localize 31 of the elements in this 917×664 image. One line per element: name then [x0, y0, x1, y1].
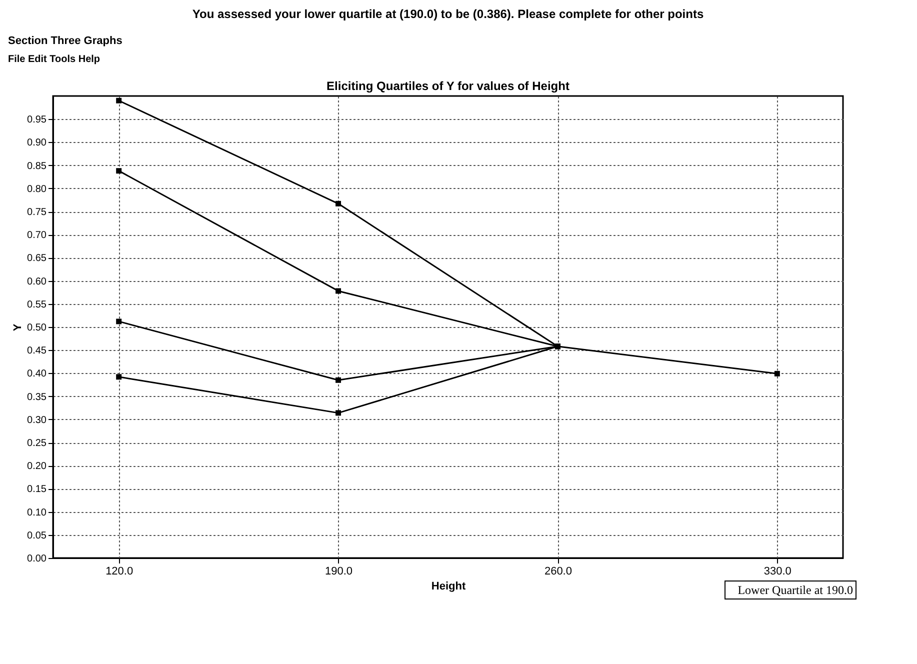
y-tick-label: 0.50 — [27, 322, 47, 334]
x-axis-title: Height — [431, 580, 466, 592]
y-tick-label: 0.05 — [27, 530, 47, 542]
x-tick-label: 190.0 — [325, 566, 353, 578]
y-tick-label: 0.60 — [27, 276, 47, 288]
y-tick-label: 0.20 — [27, 461, 47, 472]
y-tick-label: 0.90 — [27, 138, 47, 149]
y-tick-label: 0.40 — [27, 368, 47, 380]
text: Section Three Graphs — [8, 35, 122, 47]
x-tick-label: 120.0 — [106, 566, 134, 578]
y-axis-title: Y — [12, 323, 24, 332]
y-tick-label: 0.75 — [27, 207, 47, 218]
y-tick-label: 0.10 — [27, 507, 47, 518]
y-tick-label: 0.15 — [27, 484, 47, 496]
chart-title: Eliciting Quartiles of Y for values of Height — [326, 79, 570, 93]
x-tick-label: 260.0 — [544, 566, 572, 578]
y-tick-label: 0.25 — [27, 438, 47, 449]
y-tick-label: 0.65 — [27, 253, 47, 264]
y-tick-label: 0.30 — [27, 414, 47, 426]
x-tick-label: 330.0 — [764, 566, 792, 578]
y-tick-label: 0.95 — [27, 114, 47, 126]
y-tick-label: 0.85 — [27, 160, 47, 172]
y-tick-label: 0.45 — [27, 346, 47, 357]
text: File Edit Tools Help — [8, 54, 100, 65]
text: Lower Quartile at 190.0 — [738, 583, 853, 597]
text: You assessed your lower quartile at (190.0) to be (0.386). Please complete for other points — [192, 7, 704, 21]
y-tick-label: 0.35 — [27, 392, 47, 403]
y-tick-label: 0.80 — [27, 184, 47, 195]
y-tick-label: 0.55 — [27, 299, 47, 310]
y-tick-label: 0.00 — [27, 554, 47, 564]
y-tick-label: 0.70 — [27, 230, 47, 242]
